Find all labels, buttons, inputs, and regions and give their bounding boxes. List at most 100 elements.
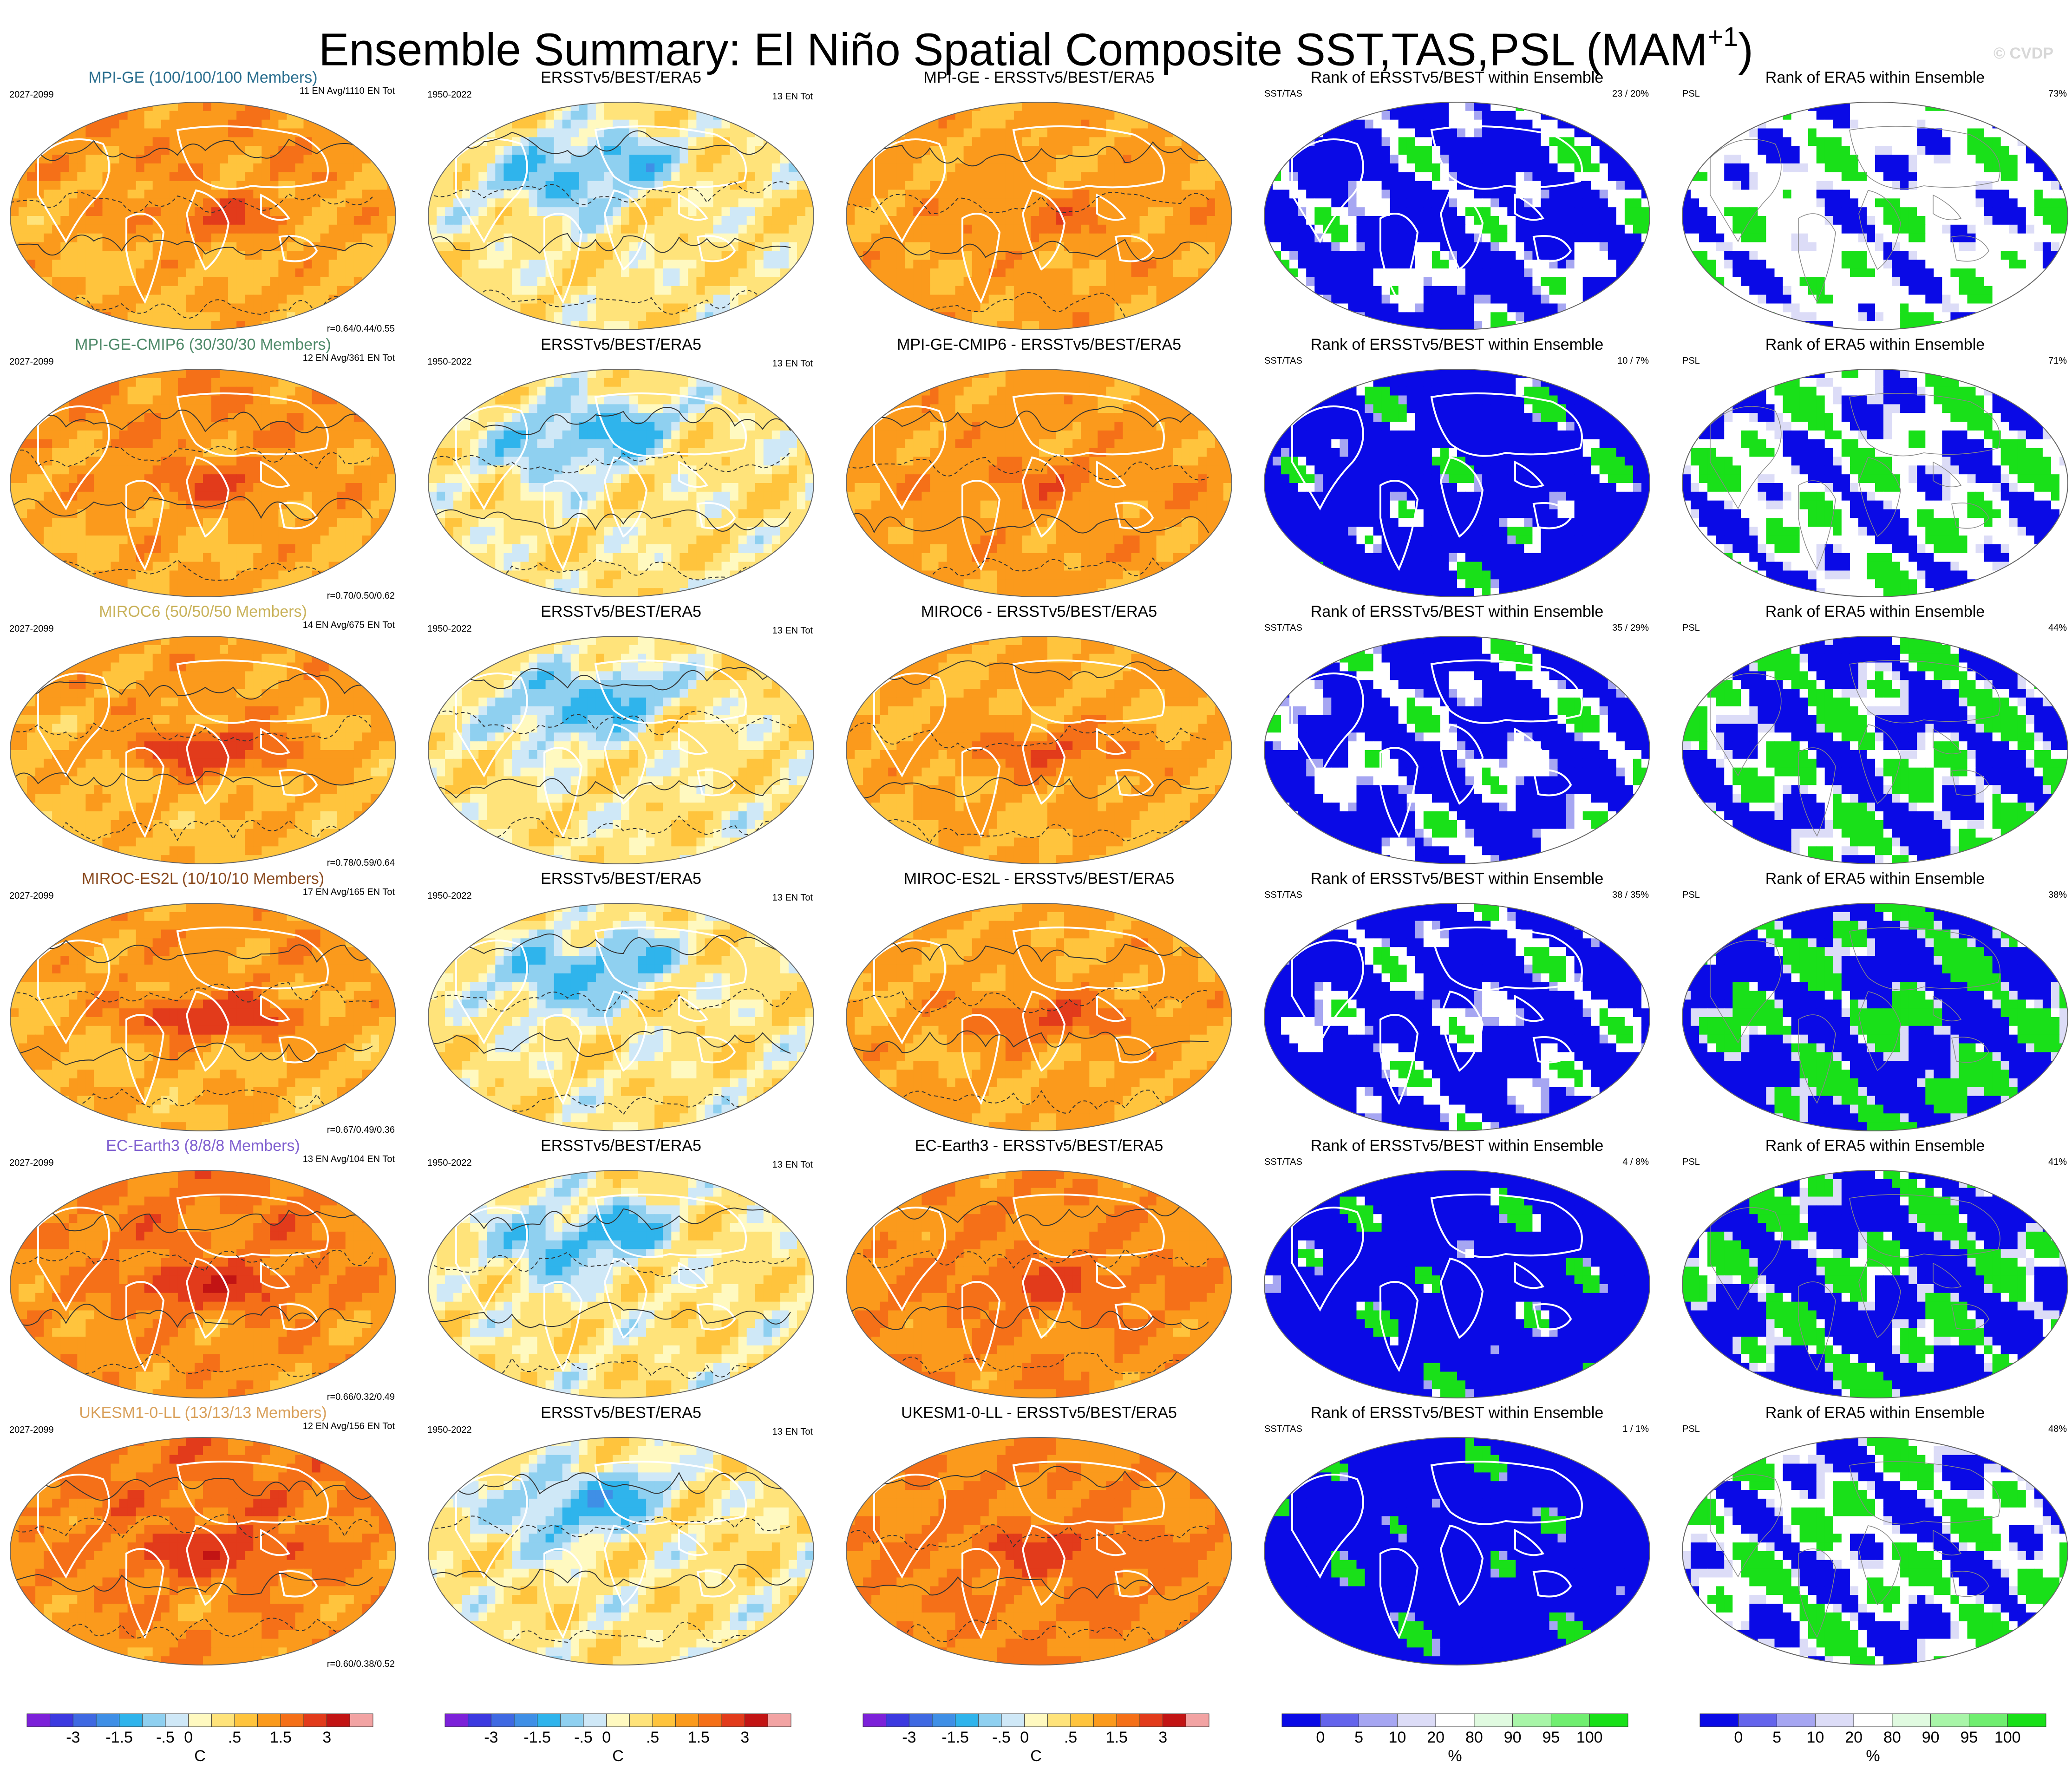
map-cell bbox=[570, 321, 580, 330]
map-cell bbox=[545, 286, 555, 295]
map-cell bbox=[1474, 102, 1483, 111]
map-cell bbox=[529, 189, 538, 199]
map-cell bbox=[236, 294, 245, 304]
map-cell bbox=[1089, 207, 1098, 216]
map-cell bbox=[1541, 163, 1549, 173]
map-cell bbox=[595, 198, 605, 208]
map-cell bbox=[303, 277, 313, 287]
map-cell bbox=[312, 277, 321, 287]
map-cell bbox=[705, 242, 713, 251]
map-cell bbox=[152, 286, 162, 295]
map-cell bbox=[654, 128, 663, 137]
map-cell bbox=[1457, 277, 1466, 287]
map-cell bbox=[1423, 251, 1432, 260]
map-cell bbox=[638, 155, 647, 164]
map-cell bbox=[1449, 268, 1458, 278]
map-cell bbox=[604, 155, 613, 164]
map-cell bbox=[1156, 242, 1165, 251]
map-cell bbox=[1633, 137, 1642, 146]
map-cell bbox=[1365, 233, 1374, 243]
map-cell bbox=[1173, 163, 1182, 173]
map-cell bbox=[1314, 260, 1323, 269]
map-cell bbox=[462, 111, 471, 120]
map-cell bbox=[69, 216, 78, 225]
map-cell bbox=[663, 155, 672, 164]
map-cell bbox=[1281, 303, 1290, 313]
map-cell bbox=[846, 128, 855, 137]
map-cell bbox=[1799, 119, 1809, 129]
map-cell bbox=[1566, 189, 1575, 199]
map-cell bbox=[579, 216, 588, 225]
map-cell bbox=[930, 286, 939, 295]
map-cell bbox=[1190, 198, 1199, 208]
map-cell bbox=[1457, 137, 1466, 146]
map-cell bbox=[545, 233, 555, 243]
map-cell bbox=[604, 303, 613, 313]
map-cell bbox=[1633, 181, 1642, 190]
map-cell bbox=[1039, 155, 1048, 164]
map-cell bbox=[705, 146, 713, 155]
map-cell bbox=[1574, 312, 1583, 321]
map-cell bbox=[1056, 137, 1065, 146]
map-cell bbox=[863, 268, 872, 278]
map-cell bbox=[1022, 137, 1031, 146]
map-cell bbox=[220, 128, 229, 137]
map-cell bbox=[445, 102, 454, 111]
map-cell bbox=[1984, 102, 1993, 111]
map-cell bbox=[595, 260, 605, 269]
map-cell bbox=[1156, 128, 1165, 137]
map-cell bbox=[963, 189, 973, 199]
map-cell bbox=[1499, 128, 1508, 137]
map-cell bbox=[362, 172, 371, 182]
map-cell bbox=[671, 198, 680, 208]
map-cell bbox=[997, 155, 1006, 164]
map-cell bbox=[1223, 119, 1232, 129]
map-cell bbox=[1114, 321, 1123, 330]
map-cell bbox=[320, 181, 329, 190]
map-cell bbox=[688, 181, 697, 190]
map-cell bbox=[1457, 303, 1466, 313]
map-cell bbox=[888, 189, 897, 199]
map-cell bbox=[1081, 137, 1090, 146]
map-cell bbox=[1072, 163, 1081, 173]
map-cell bbox=[27, 181, 36, 190]
map-cell bbox=[445, 242, 454, 251]
map-cell bbox=[1298, 102, 1307, 111]
map-cell bbox=[797, 198, 806, 208]
map-cell bbox=[1314, 251, 1323, 260]
map-cell bbox=[1206, 233, 1216, 243]
map-cell bbox=[1198, 181, 1207, 190]
map-cell bbox=[144, 268, 153, 278]
map-cell bbox=[1348, 294, 1357, 304]
map-cell bbox=[261, 102, 270, 111]
map-cell bbox=[1406, 224, 1416, 234]
map-cell bbox=[136, 189, 145, 199]
map-cell bbox=[863, 137, 872, 146]
map-cell bbox=[379, 224, 388, 234]
map-cell bbox=[863, 216, 872, 225]
map-cell bbox=[1682, 102, 1691, 111]
map-cell bbox=[595, 172, 605, 182]
map-cell bbox=[69, 268, 78, 278]
map-cell bbox=[930, 277, 939, 287]
map-cell bbox=[1039, 111, 1048, 120]
map-cell bbox=[152, 189, 162, 199]
map-cell bbox=[1398, 233, 1407, 243]
map-cell bbox=[730, 321, 739, 330]
map-cell bbox=[554, 172, 563, 182]
map-cell bbox=[1323, 260, 1332, 269]
map-cell bbox=[746, 260, 756, 269]
map-cell bbox=[646, 198, 655, 208]
map-cell bbox=[211, 146, 220, 155]
map-cell bbox=[1449, 102, 1458, 111]
map-cell bbox=[537, 277, 546, 287]
map-cell bbox=[1215, 207, 1224, 216]
map-cell bbox=[119, 286, 128, 295]
map-cell bbox=[1223, 286, 1232, 295]
map-cell bbox=[1190, 224, 1199, 234]
map-cell bbox=[1031, 111, 1039, 120]
map-cell bbox=[1264, 155, 1273, 164]
map-cell bbox=[972, 224, 981, 234]
map-cell bbox=[1173, 251, 1182, 260]
map-cell bbox=[788, 216, 797, 225]
